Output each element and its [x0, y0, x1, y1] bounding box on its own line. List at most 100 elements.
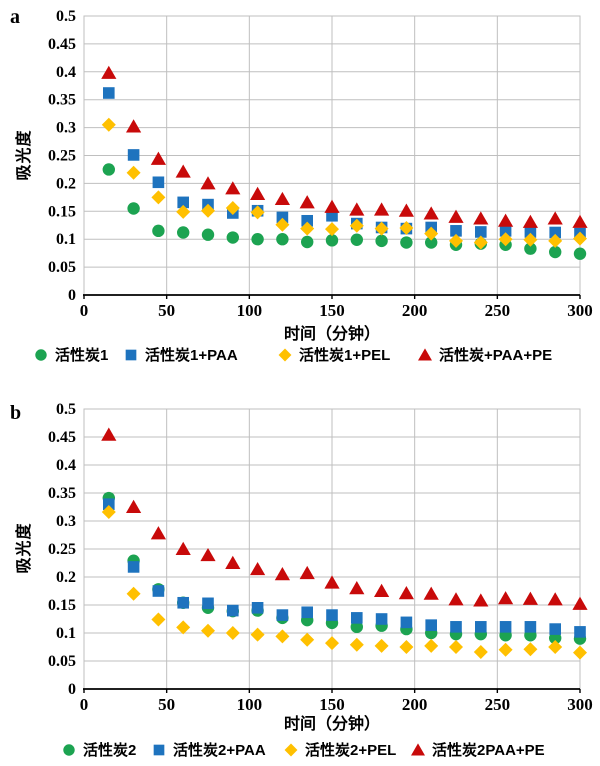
data-point: [201, 203, 215, 218]
data-point: [524, 242, 537, 255]
data-point: [573, 247, 587, 260]
data-point: [101, 65, 117, 79]
data-point: [126, 586, 141, 601]
data-point: [176, 620, 191, 635]
data-point: [125, 349, 137, 361]
data-point: [250, 186, 266, 201]
y-tick-label: 0: [68, 287, 76, 304]
data-point: [250, 205, 265, 220]
data-point: [227, 604, 239, 617]
data-point: [225, 626, 240, 640]
data-point: [201, 228, 215, 241]
data-point: [275, 629, 290, 644]
legend-item-diamond: 活性炭1+PEL: [277, 345, 391, 364]
data-point: [176, 204, 191, 219]
data-point: [349, 637, 364, 652]
legend-label: 活性炭1+PEL: [299, 346, 391, 364]
x-axis-title-a: 时间（分钟）: [283, 326, 380, 343]
data-point: [274, 191, 290, 206]
data-point: [547, 211, 563, 225]
data-point: [374, 638, 389, 653]
y-tick-label: 0.2: [56, 175, 76, 192]
x-tick-label: 100: [237, 695, 263, 714]
y-tick-label: 0.3: [56, 513, 76, 530]
data-point: [374, 583, 390, 597]
data-point: [573, 231, 587, 246]
scatter-plot-b: 0 0.05 0.1 0.15 0.2 0.25 0.3 0.35 0.4 0.45 0.5 0 50 1…: [48, 401, 593, 714]
legend-label: 活性炭2: [83, 741, 137, 759]
legend-item-triangle: 活性炭+PAA+PE: [417, 345, 552, 364]
data-point: [152, 176, 165, 189]
data-point: [200, 176, 216, 190]
figure-panel-a: 0 0.05 0.1 0.15 0.2 0.25 0.3 0.35 0.4 0.45 0.5 0 50 1…: [0, 0, 600, 380]
data-point: [326, 209, 338, 222]
x-tick-label: 250: [485, 301, 511, 320]
data-point: [351, 612, 363, 624]
panel-b-label: b: [10, 402, 22, 424]
data-point: [150, 151, 166, 165]
data-point: [549, 226, 561, 239]
data-point: [299, 195, 315, 209]
figure-panel-b: 0 0.05 0.1 0.15 0.2 0.25 0.3 0.35 0.4 0.45 0.5 0 50 1…: [0, 380, 600, 766]
x-tick-label: 100: [237, 301, 263, 320]
legend-label: 活性炭2+PEL: [305, 741, 397, 759]
data-point: [475, 226, 487, 238]
data-point: [424, 226, 439, 241]
data-point: [175, 164, 191, 178]
data-point: [126, 499, 142, 513]
data-point: [425, 619, 437, 631]
data-point: [299, 565, 315, 580]
x-tick-label: 200: [402, 301, 428, 320]
data-point: [175, 541, 191, 555]
y-tick-label: 0.05: [48, 259, 76, 276]
legend-item-square: 活性炭2+PAA: [151, 740, 266, 759]
data-point: [251, 233, 264, 246]
data-point: [448, 209, 464, 223]
triangle-marker-icon: [411, 743, 425, 756]
data-point: [473, 645, 488, 660]
y-tick-label: 0.15: [48, 203, 76, 220]
data-point: [325, 234, 339, 247]
data-point: [475, 621, 487, 633]
data-point: [300, 221, 315, 236]
diamond-marker-icon: [284, 743, 298, 757]
data-point: [325, 636, 339, 651]
data-point: [324, 199, 340, 213]
data-point: [103, 498, 115, 510]
data-point: [325, 222, 339, 237]
x-axis-title-b: 时间（分钟）: [283, 716, 380, 733]
data-point: [102, 163, 116, 176]
data-point: [424, 638, 439, 653]
data-point: [300, 632, 315, 647]
data-point: [549, 245, 562, 259]
data-point: [473, 593, 489, 607]
data-point: [448, 592, 464, 606]
data-point: [449, 640, 463, 654]
data-point: [423, 586, 439, 600]
data-point: [498, 213, 514, 227]
data-point: [127, 561, 140, 573]
y-tick-label: 0.25: [48, 541, 76, 558]
x-tick-label: 300: [567, 695, 593, 714]
data-point: [127, 149, 140, 161]
y-tick-label: 0.45: [48, 36, 76, 53]
data-point: [473, 235, 488, 250]
data-point: [177, 196, 189, 209]
diamond-marker-icon: [278, 348, 292, 362]
data-point: [498, 232, 513, 247]
data-point: [523, 232, 538, 247]
data-point: [177, 596, 189, 609]
legend-label: 活性炭1+PAA: [145, 346, 238, 364]
data-point: [225, 181, 241, 195]
panel-a-label: a: [10, 6, 20, 28]
data-point: [450, 621, 462, 633]
data-point: [151, 190, 166, 205]
data-point: [276, 211, 289, 224]
data-point: [226, 231, 239, 244]
data-point: [35, 349, 47, 361]
x-tick-label: 50: [158, 301, 175, 320]
square-marker-icon: [153, 744, 165, 756]
data-point: [425, 236, 438, 249]
data-point: [201, 623, 215, 638]
